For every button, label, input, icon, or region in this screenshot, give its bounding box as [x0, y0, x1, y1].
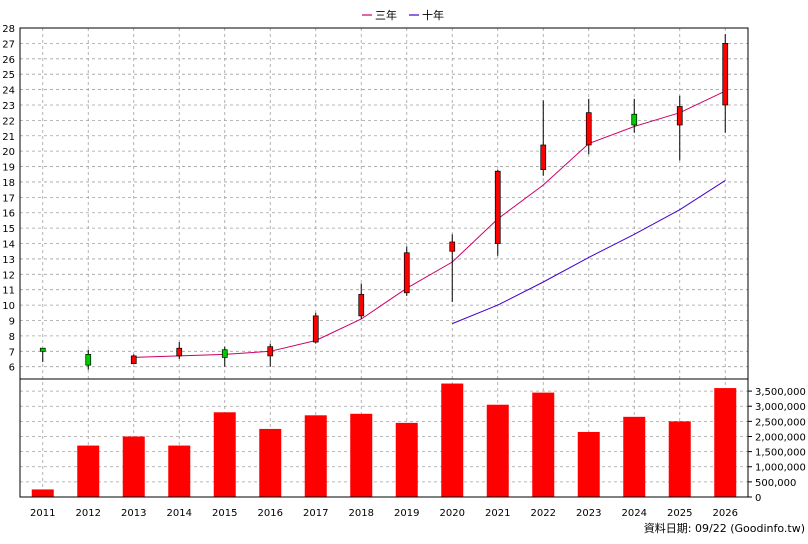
candle-body [358, 293, 365, 317]
volume-bar [213, 412, 236, 497]
candle-body [676, 106, 683, 126]
candle-body [312, 315, 319, 343]
source-footer: 資料日期: 09/22 (Goodinfo.tw) [644, 521, 805, 535]
year-tick-label: 2026 [713, 508, 738, 519]
candle-body [449, 241, 456, 252]
year-tick-label: 2015 [212, 508, 237, 519]
price-tick-label: 17 [2, 193, 15, 204]
candle-body [631, 113, 638, 126]
year-tick-label: 2017 [303, 508, 328, 519]
price-tick-label: 28 [2, 24, 15, 35]
year-tick-label: 2016 [258, 508, 283, 519]
price-tick-label: 6 [9, 363, 15, 374]
candle-body [221, 349, 228, 358]
price-tick-label: 16 [2, 209, 15, 220]
candle-body [176, 347, 183, 357]
candle-body [722, 43, 729, 106]
year-tick-label: 2013 [121, 508, 146, 519]
year-tick-label: 2011 [30, 508, 55, 519]
volume-tick-label: 1,000,000 [755, 463, 806, 474]
price-tick-label: 24 [2, 86, 15, 97]
axis-layer: 6789101112131415161718192021222324252627… [2, 24, 806, 519]
price-tick-label: 27 [2, 39, 15, 50]
year-tick-label: 2024 [622, 508, 647, 519]
volume-bar [395, 422, 418, 497]
volume-bar [532, 392, 555, 497]
year-tick-label: 2012 [76, 508, 101, 519]
candlestick-layer [39, 34, 729, 370]
year-tick-label: 2014 [167, 508, 192, 519]
volume-bar [577, 431, 600, 497]
price-tick-label: 25 [2, 70, 15, 81]
price-tick-label: 7 [9, 347, 15, 358]
candle-body [85, 354, 92, 366]
volume-bar [31, 489, 54, 497]
price-tick-label: 8 [9, 332, 15, 343]
ten-year-average-line [452, 179, 726, 325]
candle-body [130, 355, 137, 364]
year-tick-label: 2018 [349, 508, 374, 519]
volume-bar [168, 445, 191, 497]
year-tick-label: 2023 [576, 508, 601, 519]
year-tick-label: 2022 [531, 508, 556, 519]
candle-body [267, 346, 274, 357]
year-tick-label: 2019 [394, 508, 419, 519]
price-tick-label: 9 [9, 317, 15, 328]
volume-bar [122, 436, 145, 497]
price-tick-label: 19 [2, 163, 15, 174]
volume-bar [441, 383, 464, 497]
volume-bar [486, 404, 509, 497]
candle-body [540, 144, 547, 170]
volume-bar-layer [31, 383, 737, 497]
price-tick-label: 21 [2, 132, 15, 143]
price-tick-label: 22 [2, 116, 15, 127]
price-tick-label: 20 [2, 147, 15, 158]
volume-tick-label: 0 [755, 493, 761, 504]
volume-bar [668, 421, 691, 497]
volume-panel-frame [19, 378, 749, 498]
volume-tick-label: 2,500,000 [755, 417, 806, 428]
price-tick-label: 23 [2, 101, 15, 112]
volume-tick-label: 3,000,000 [755, 402, 806, 413]
moving-average-layer [133, 90, 726, 358]
candle-body [403, 252, 410, 294]
volume-bar [304, 415, 327, 497]
price-tick-label: 15 [2, 224, 15, 235]
price-tick-label: 18 [2, 178, 15, 189]
legend-three-year-label: 三年 [375, 8, 397, 22]
volume-bar [623, 416, 646, 497]
candle-body [494, 170, 501, 244]
year-tick-label: 2025 [667, 508, 692, 519]
price-tick-label: 11 [2, 286, 15, 297]
volume-bar [77, 445, 100, 497]
volume-tick-label: 500,000 [755, 478, 796, 489]
three-year-average-line [133, 90, 726, 358]
price-tick-label: 12 [2, 270, 15, 281]
volume-bar [259, 428, 282, 497]
price-tick-label: 26 [2, 55, 15, 66]
legend-ten-year-label: 十年 [422, 8, 444, 22]
price-tick-label: 10 [2, 301, 15, 312]
candle-body [39, 347, 46, 352]
year-tick-label: 2021 [485, 508, 510, 519]
volume-tick-label: 2,000,000 [755, 432, 806, 443]
candle-body [585, 112, 592, 146]
volume-tick-label: 1,500,000 [755, 448, 806, 459]
year-tick-label: 2020 [440, 508, 465, 519]
price-tick-label: 14 [2, 240, 15, 251]
volume-bar [714, 388, 737, 497]
price-panel-frame [19, 27, 749, 380]
volume-tick-label: 3,500,000 [755, 387, 806, 398]
volume-bar [350, 413, 373, 497]
legend: 三年 十年 [362, 8, 444, 22]
price-tick-label: 13 [2, 255, 15, 266]
